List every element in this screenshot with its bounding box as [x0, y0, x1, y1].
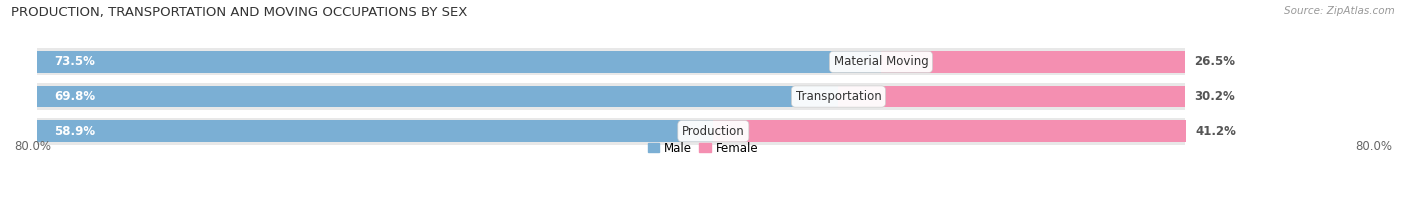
Text: PRODUCTION, TRANSPORTATION AND MOVING OCCUPATIONS BY SEX: PRODUCTION, TRANSPORTATION AND MOVING OC… — [11, 6, 468, 19]
Text: 26.5%: 26.5% — [1195, 55, 1236, 68]
Text: Transportation: Transportation — [796, 90, 882, 103]
Legend: Male, Female: Male, Female — [645, 139, 761, 157]
Text: Production: Production — [682, 125, 745, 138]
Bar — [713, 120, 1187, 142]
Bar — [37, 120, 713, 142]
Bar — [37, 83, 1185, 110]
Bar — [37, 51, 882, 73]
Bar — [37, 86, 838, 107]
Bar — [37, 118, 1185, 145]
Text: Material Moving: Material Moving — [834, 55, 928, 68]
Text: Source: ZipAtlas.com: Source: ZipAtlas.com — [1284, 6, 1395, 16]
Text: 41.2%: 41.2% — [1195, 125, 1236, 138]
Text: 80.0%: 80.0% — [14, 140, 51, 153]
Text: 30.2%: 30.2% — [1195, 90, 1236, 103]
Text: 80.0%: 80.0% — [1355, 140, 1392, 153]
Bar — [882, 51, 1185, 73]
Text: 73.5%: 73.5% — [55, 55, 96, 68]
Text: 69.8%: 69.8% — [55, 90, 96, 103]
Bar — [37, 48, 1185, 75]
Text: 58.9%: 58.9% — [55, 125, 96, 138]
Bar — [838, 86, 1185, 107]
